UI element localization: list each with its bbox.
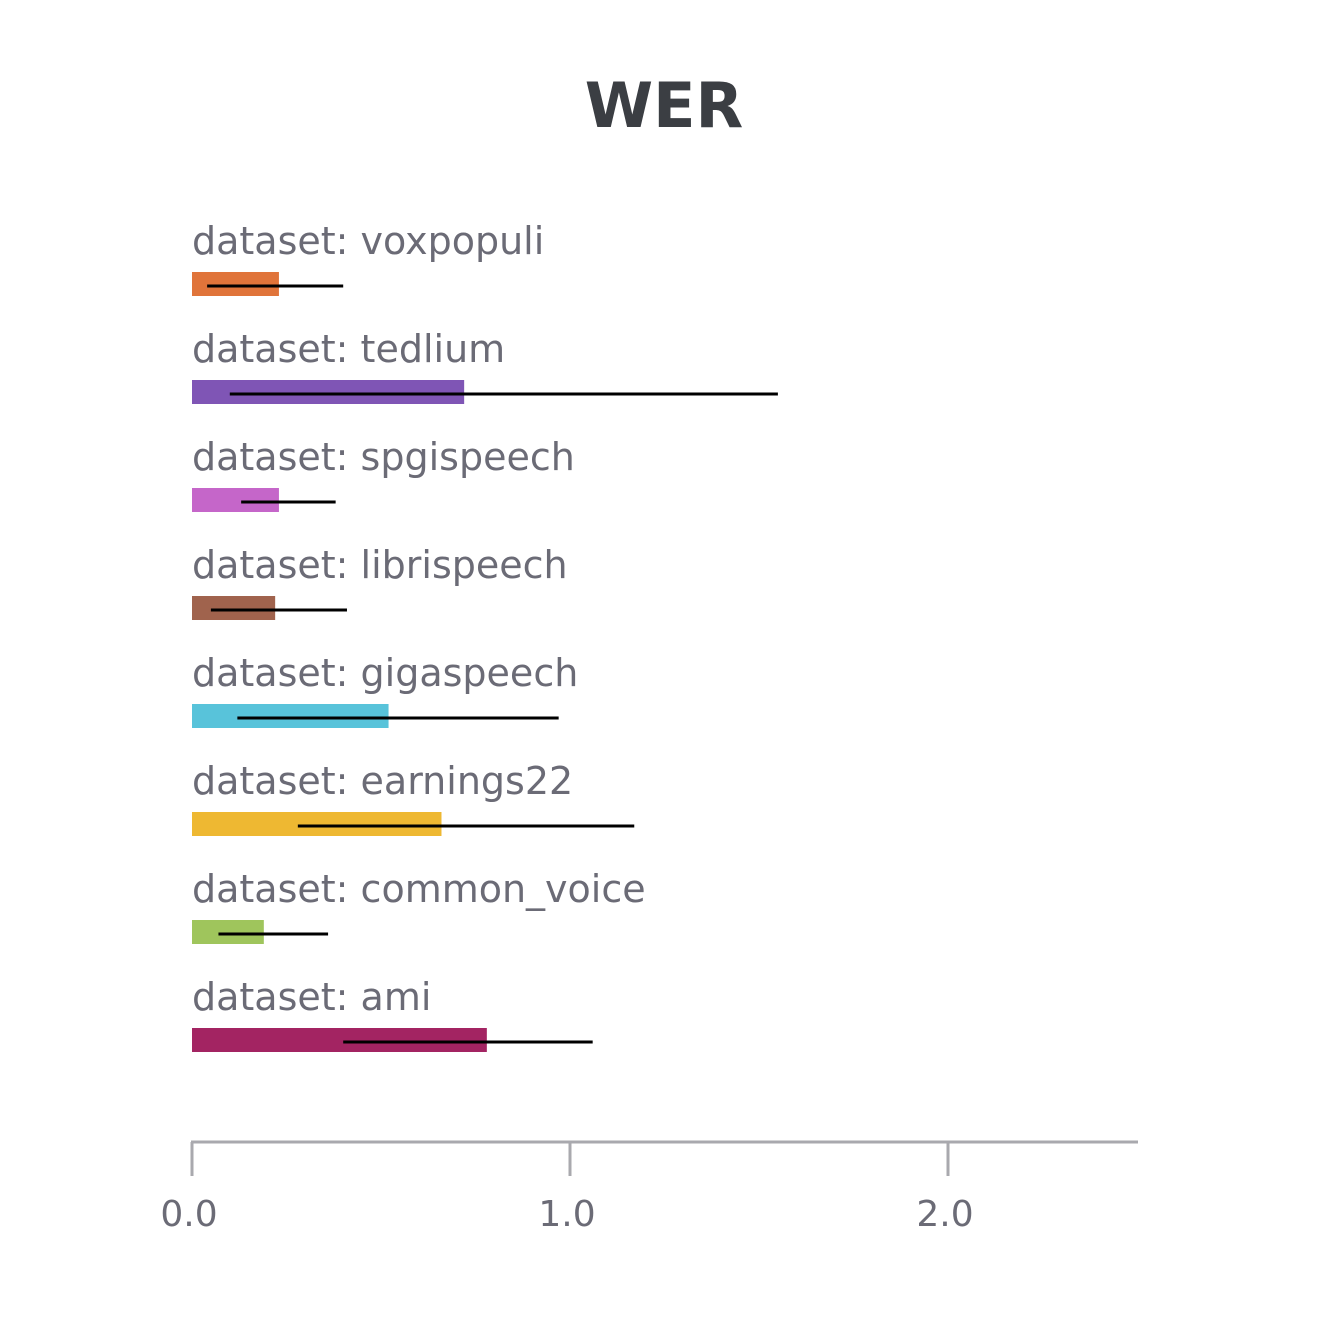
bar-row: dataset: ami — [192, 975, 593, 1052]
bar — [192, 812, 442, 836]
chart-title: WER — [585, 69, 743, 142]
bars-group: dataset: voxpopuli dataset: tedlium datase… — [192, 219, 778, 1052]
bar-label: dataset: voxpopuli — [192, 219, 544, 263]
bar — [192, 488, 279, 512]
bar — [192, 920, 264, 944]
bar-label: dataset: librispeech — [192, 543, 568, 587]
bar-row: dataset: earnings22 — [192, 759, 635, 836]
x-tick-label: 1.0 — [538, 1194, 595, 1235]
bar — [192, 704, 389, 728]
bar-label: dataset: ami — [192, 975, 431, 1019]
bar — [192, 596, 276, 620]
bar-label: dataset: spgispeech — [192, 435, 575, 479]
bar — [192, 1028, 487, 1052]
bar-row: dataset: spgispeech — [192, 435, 575, 512]
bar-row: dataset: gigaspeech — [192, 651, 578, 728]
bar-label: dataset: gigaspeech — [192, 651, 578, 695]
bar-row: dataset: common_voice — [192, 867, 646, 944]
x-tick-label: 0.0 — [160, 1194, 217, 1235]
x-axis: 0.0 1.0 2.0 — [160, 1140, 1138, 1235]
bar-label: dataset: common_voice — [192, 867, 646, 911]
bar — [192, 380, 465, 404]
bar-row: dataset: tedlium — [192, 327, 778, 404]
bar-label: dataset: earnings22 — [192, 759, 573, 803]
bar-row: dataset: voxpopuli — [192, 219, 544, 296]
bar-row: dataset: librispeech — [192, 543, 568, 620]
bar-label: dataset: tedlium — [192, 327, 505, 371]
x-tick-label: 2.0 — [916, 1194, 973, 1235]
bar — [192, 272, 279, 296]
